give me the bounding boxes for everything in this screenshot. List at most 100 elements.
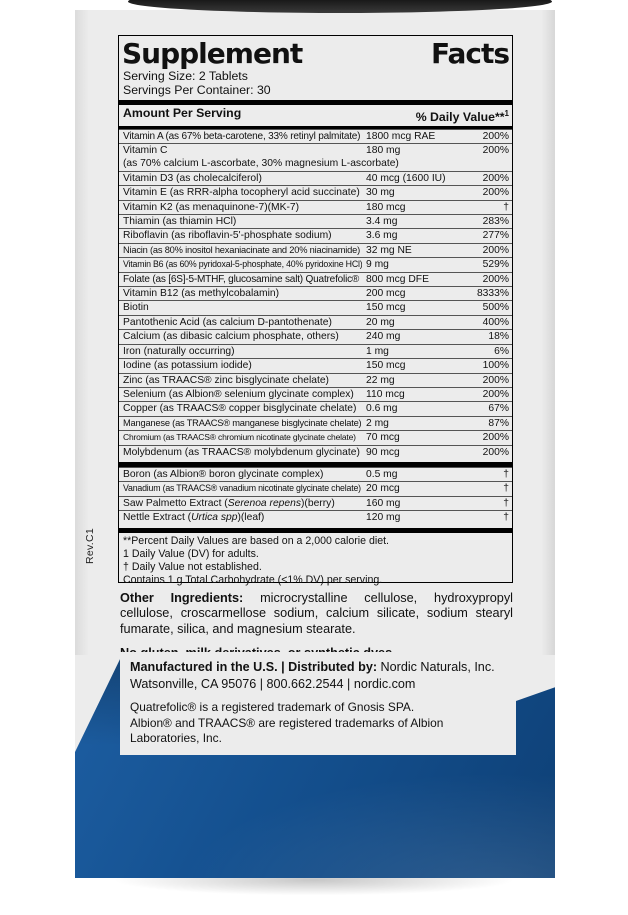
divider-thick (119, 527, 512, 533)
nutrient-row: Copper (as TRAACS® copper bisglycinate c… (119, 401, 512, 415)
nutrient-name: Thiamin (as thiamin HCl) (123, 216, 237, 228)
nutrient-source-detail: (as 70% calcium L-ascorbate, 30% magnesi… (123, 158, 399, 170)
serving-size: Serving Size: 2 Tablets (123, 69, 248, 83)
nutrient-row: Manganese (as TRAACS® manganese bisglyci… (119, 415, 512, 430)
nutrient-name: Saw Palmetto Extract (Serenoa repens)(be… (123, 497, 335, 509)
nutrient-daily-value: † (503, 512, 509, 524)
nutrient-row: Zinc (as TRAACS® zinc bisglycinate chela… (119, 372, 512, 387)
nutrient-daily-value: 8333% (476, 288, 509, 300)
supplement-facts-table: Supplement Facts Serving Size: 2 Tablets… (118, 35, 513, 586)
nutrient-row: Iodine (as potassium iodide) 150 mcg 100… (119, 358, 512, 372)
nutrient-name: Vitamin A (as 67% beta-carotene, 33% ret… (123, 130, 361, 142)
nutrient-name: Vanadium (as TRAACS® vanadium nicotinate… (123, 483, 361, 494)
nutrient-amount: 32 mg NE (366, 244, 412, 256)
nutrient-daily-value: 200% (482, 145, 509, 156)
nutrient-amount: 180 mg (366, 145, 401, 156)
nutrient-row: Calcium (as dibasic calcium phosphate, o… (119, 329, 512, 343)
nutrient-amount: 20 mcg (366, 483, 400, 495)
other-ingredients-label: Other Ingredients: (120, 591, 244, 605)
header-amount-per-serving: Amount Per Serving (123, 106, 242, 120)
nutrient-amount: 9 mg (366, 259, 389, 271)
nutrient-daily-value: 200% (482, 273, 509, 285)
nutrient-row: Chromium (as TRAACS® chromium nicotinate… (119, 430, 512, 444)
nutrient-amount: 1 mg (366, 345, 389, 357)
nutrient-row: Folate (as [6S]-5-MTHF, glucosamine salt… (119, 271, 512, 286)
table-header-row: Amount Per Serving % Daily Value**1 (119, 105, 512, 126)
nutrient-row: Boron (as Albion® boron glycinate comple… (119, 466, 512, 481)
nutrient-amount: 150 mcg (366, 302, 406, 314)
manufacturer-box: Manufactured in the U.S. | Distributed b… (120, 652, 516, 755)
nutrient-daily-value: 87% (488, 417, 509, 429)
nutrient-row: Molybdenum (as TRAACS® molybdenum glycin… (119, 444, 512, 459)
nutrient-daily-value: 200% (482, 187, 509, 199)
nutrient-row: Biotin 150 mcg 500% (119, 300, 512, 314)
nutrient-daily-value: 200% (482, 374, 509, 386)
nutrient-name: Pantothenic Acid (as calcium D-pantothen… (123, 316, 332, 328)
title-word-facts: Facts (430, 37, 510, 70)
nutrient-daily-value: † (503, 201, 509, 213)
nutrient-row: Riboflavin (as riboflavin-5'-phosphate s… (119, 228, 512, 242)
nutrient-daily-value: 67% (488, 403, 509, 415)
nutrient-name: Vitamin K2 (as menaquinone-7)(MK-7) (123, 201, 300, 213)
nutrient-name: Copper (as TRAACS® copper bisglycinate c… (123, 403, 357, 415)
nutrient-daily-value: 100% (482, 360, 509, 372)
divider-thick (119, 100, 512, 105)
nutrient-daily-value: 200% (482, 130, 509, 142)
nutrient-row: Pantothenic Acid (as calcium D-pantothen… (119, 314, 512, 329)
nutrient-daily-value: 6% (494, 345, 509, 357)
nutrient-name: Chromium (as TRAACS® chromium nicotinate… (123, 432, 356, 443)
nutrient-name: Vitamin E (as RRR-alpha tocopheryl acid … (123, 187, 360, 199)
nutrient-amount: 3.6 mg (366, 230, 398, 242)
nutrient-daily-value: 283% (482, 216, 509, 228)
servings-per-container: Servings Per Container: 30 (123, 82, 271, 97)
nutrient-daily-value: 200% (482, 388, 509, 400)
nutrient-daily-value: 400% (482, 316, 509, 328)
divider-thick (119, 461, 512, 467)
nutrient-name: Manganese (as TRAACS® manganese bisglyci… (123, 417, 362, 428)
nutrient-amount: 90 mcg (366, 446, 400, 458)
other-ingredients: Other Ingredients: microcrystalline cell… (120, 591, 513, 637)
nutrient-row: Thiamin (as thiamin HCl) 3.4 mg 283% (119, 214, 512, 228)
nutrient-row: Vitamin E (as RRR-alpha tocopheryl acid … (119, 185, 512, 199)
nutrient-daily-value: 200% (482, 172, 509, 184)
nutrient-name: Calcium (as dibasic calcium phosphate, o… (123, 331, 339, 343)
nutrient-amount: 0.6 mg (366, 403, 398, 415)
nutrient-amount: 240 mg (366, 331, 401, 343)
footnote-line: 1 Daily Value (DV) for adults. (123, 547, 259, 560)
nutrient-name: Vitamin C (123, 145, 168, 156)
nutrient-row: Iron (naturally occurring) 1 mg 6% (119, 343, 512, 358)
nutrient-daily-value: 200% (482, 446, 509, 458)
nutrient-daily-value: 529% (482, 259, 509, 271)
footnote-line: **Percent Daily Values are based on a 2,… (123, 534, 389, 547)
nutrient-amount: 70 mcg (366, 432, 400, 444)
nutrient-amount: 800 mcg DFE (366, 273, 429, 285)
product-box: Supplement Facts Serving Size: 2 Tablets… (75, 10, 555, 878)
nutrient-amount: 120 mg (366, 512, 401, 524)
revision-code: Rev.C1 (84, 528, 96, 565)
nutrient-amount: 3.4 mg (366, 216, 398, 228)
nutrient-daily-value: 200% (482, 244, 509, 256)
nutrient-rows-main: Vitamin A (as 67% beta-carotene, 33% ret… (119, 128, 512, 459)
nutrient-amount: 40 mcg (1600 IU) (366, 172, 446, 184)
nutrient-row: Vitamin B6 (as 60% pyridoxal-5-phosphate… (119, 257, 512, 271)
nutrient-name: Vitamin D3 (as cholecalciferol) (123, 172, 262, 184)
title-word-supplement: Supplement (122, 37, 303, 70)
nutrient-amount: 160 mg (366, 497, 401, 509)
nutrient-daily-value: † (503, 468, 509, 480)
nutrient-row: Vanadium (as TRAACS® vanadium nicotinate… (119, 481, 512, 495)
nutrient-amount: 180 mcg (366, 201, 406, 213)
nutrient-amount: 1800 mcg RAE (366, 130, 436, 142)
nutrient-amount: 20 mg (366, 316, 395, 328)
supplement-facts-title: Supplement Facts (119, 36, 512, 70)
nutrient-row: Nettle Extract (Urtica spp)(leaf) 120 mg… (119, 510, 512, 524)
nutrient-row: Vitamin C 180 mg 200% (as 70% calcium L-… (119, 143, 512, 171)
nutrient-amount: 2 mg (366, 417, 389, 429)
header-daily-value: % Daily Value**1 (415, 109, 509, 125)
nutrient-name: Iron (naturally occurring) (123, 345, 235, 357)
nutrient-row: Selenium (as Albion® selenium glycinate … (119, 386, 512, 401)
manufactured-line: Manufactured in the U.S. | Distributed b… (130, 660, 495, 674)
box-top-edge-shadow (128, 0, 552, 13)
nutrient-name: Selenium (as Albion® selenium glycinate … (123, 388, 354, 400)
nutrient-row: Vitamin D3 (as cholecalciferol) 40 mcg (… (119, 170, 512, 185)
